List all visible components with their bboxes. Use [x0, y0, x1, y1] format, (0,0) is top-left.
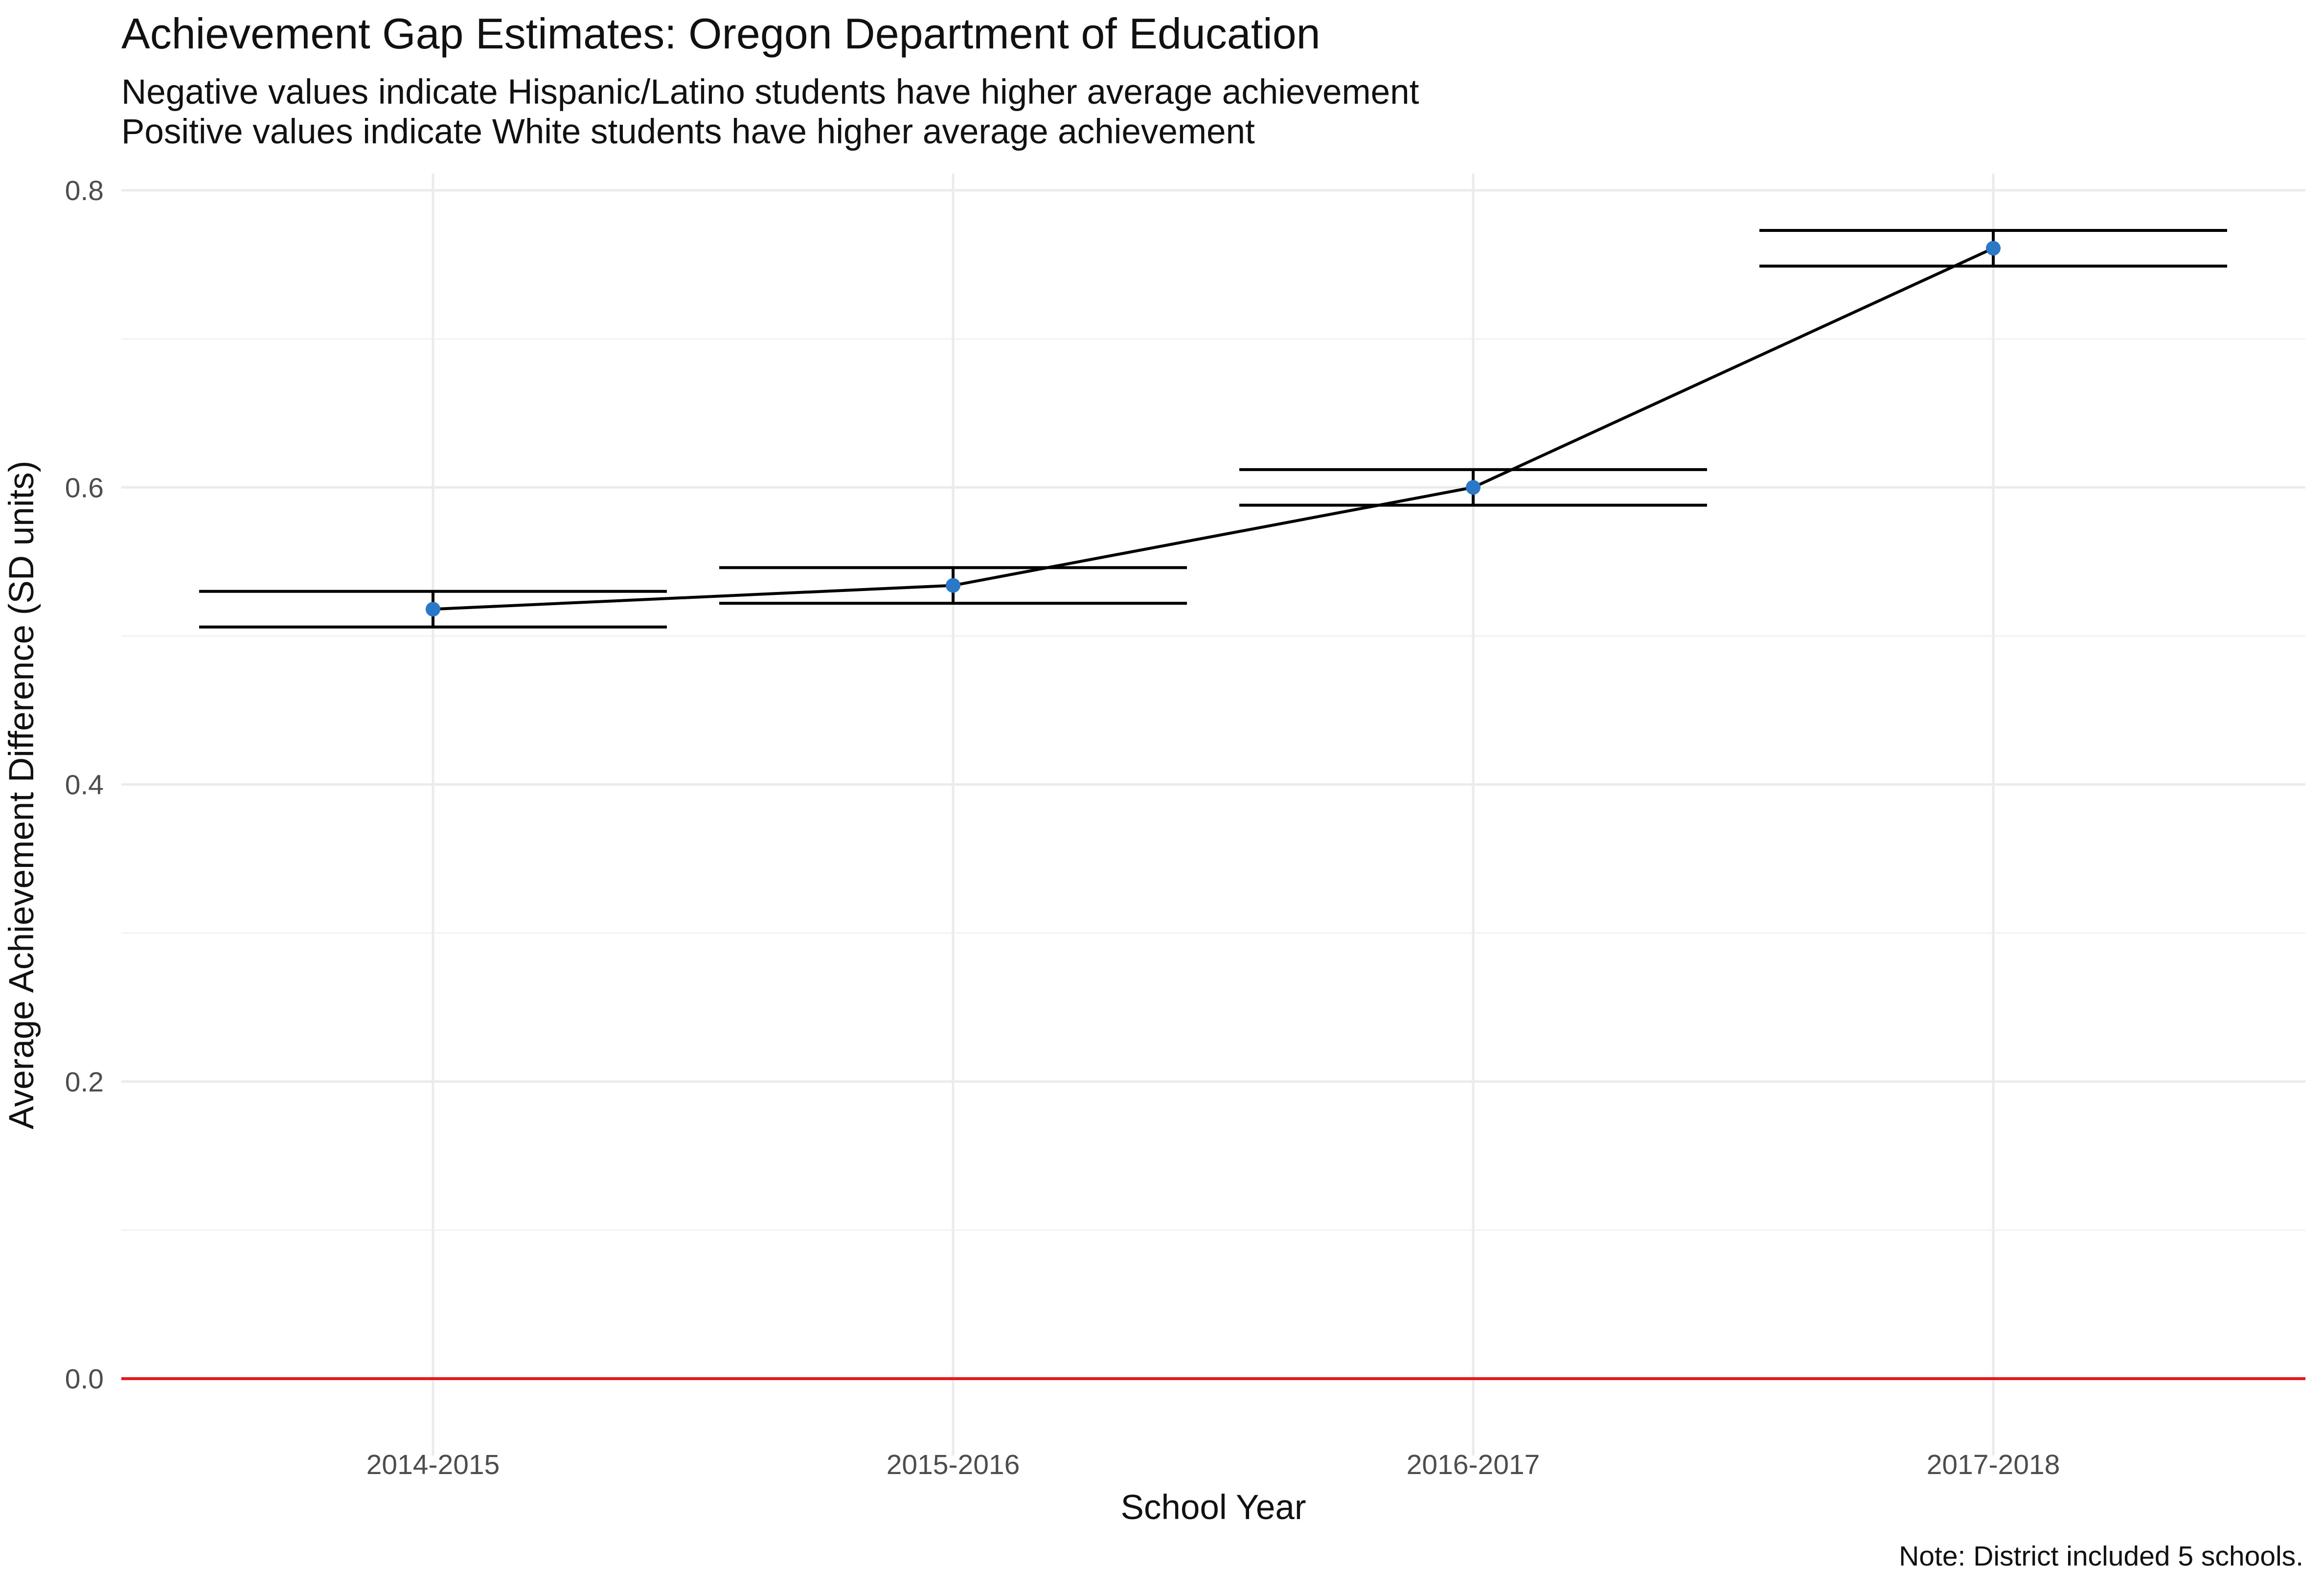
x-axis-label: School Year	[1121, 1488, 1306, 1527]
data-points	[426, 241, 2001, 617]
y-axis-tick-labels: 0.0 0.2 0.4 0.6 0.8	[65, 175, 104, 1395]
major-gridlines	[121, 174, 2305, 1455]
x-tick-label: 2015-2016	[887, 1449, 1020, 1480]
data-point	[426, 602, 440, 617]
x-tick-label: 2017-2018	[1927, 1449, 2060, 1480]
x-tick-label: 2016-2017	[1407, 1449, 1540, 1480]
series-line	[433, 247, 1994, 611]
chart-subtitle-line-2: Positive values indicate White students …	[121, 113, 1255, 151]
chart-title: Achievement Gap Estimates: Oregon Depart…	[121, 9, 1321, 58]
chart-caption: Note: District included 5 schools.	[1899, 1541, 2303, 1572]
y-tick-label: 0.2	[65, 1067, 104, 1098]
chart-subtitle-line-1: Negative values indicate Hispanic/Latino…	[121, 73, 1419, 112]
y-tick-label: 0.8	[65, 175, 104, 206]
x-tick-label: 2014-2015	[366, 1449, 500, 1480]
minor-gridlines	[121, 338, 2305, 1231]
trend-line	[433, 247, 1994, 611]
error-bars	[199, 228, 2227, 629]
data-point	[946, 578, 960, 593]
y-axis-label: Average Achievement Difference (SD units…	[2, 461, 41, 1130]
y-tick-label: 0.0	[65, 1363, 104, 1395]
data-point	[1466, 480, 1481, 495]
x-axis-tick-labels: 2014-2015 2015-2016 2016-2017 2017-2018	[366, 1449, 2060, 1480]
data-point	[1986, 241, 2001, 256]
y-tick-label: 0.4	[65, 770, 104, 801]
y-tick-label: 0.6	[65, 472, 104, 503]
